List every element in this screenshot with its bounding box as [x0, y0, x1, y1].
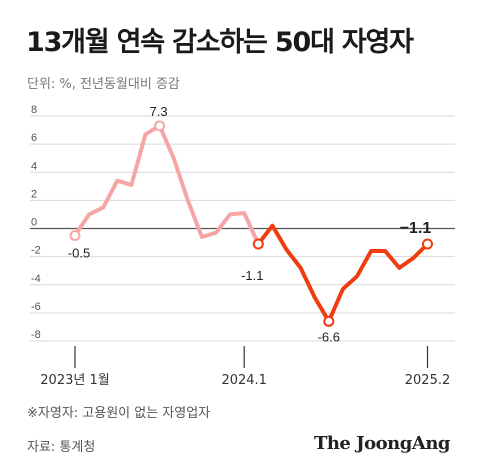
source-note: 자료: 통계청 — [27, 440, 96, 455]
data-point-marker — [422, 238, 433, 250]
chart-title: 13개월 연속 감소하는 50대 자영자 — [26, 27, 414, 58]
x-tick-label: 2025.2 — [405, 373, 451, 388]
axis-ticks: 8 6 4 2 0 -2 -4 -6 -8 2023년 1월 2024.1 2025.2 — [31, 104, 450, 388]
data-point-marker — [252, 238, 264, 250]
series-lines — [73, 123, 430, 324]
y-tick-label: 8 — [31, 104, 37, 116]
data-point-marker — [154, 120, 166, 132]
data-labels: -0.5 7.3 -1.1 -6.6 −1.1 — [68, 104, 432, 344]
data-label: -6.6 — [318, 329, 340, 344]
data-label: −1.1 — [400, 220, 432, 237]
x-tick-label: 2024.1 — [221, 373, 267, 388]
data-markers — [69, 120, 433, 327]
data-label: 7.3 — [150, 104, 168, 119]
series-line-2024-2025 — [256, 223, 430, 324]
data-point-marker — [323, 315, 335, 327]
y-tick-label: 2 — [31, 188, 37, 200]
y-tick-label: -4 — [31, 273, 41, 285]
y-tick-label: -8 — [31, 329, 41, 341]
footnote: ※자영자: 고용원이 없는 자영업자 — [27, 406, 211, 421]
unit-label: 단위: %, 전년동월대비 증감 — [27, 77, 180, 92]
grid-lines — [30, 115, 455, 342]
y-tick-label: 4 — [31, 160, 37, 172]
data-point-marker — [69, 230, 81, 242]
y-tick-label: -6 — [31, 301, 41, 313]
data-label: -0.5 — [68, 246, 90, 261]
y-tick-label: 6 — [31, 132, 37, 144]
x-tick-label: 2023년 1월 — [40, 373, 109, 388]
y-tick-label: 0 — [31, 217, 37, 229]
publisher-logo: The JoongAng — [313, 433, 451, 454]
data-label: -1.1 — [241, 268, 263, 283]
y-tick-label: -2 — [31, 245, 41, 257]
line-chart: 8 6 4 2 0 -2 -4 -6 -8 2023년 1월 2024.1 2025.2 -0.5 7.… — [30, 104, 455, 388]
series-line-2023 — [73, 123, 261, 246]
